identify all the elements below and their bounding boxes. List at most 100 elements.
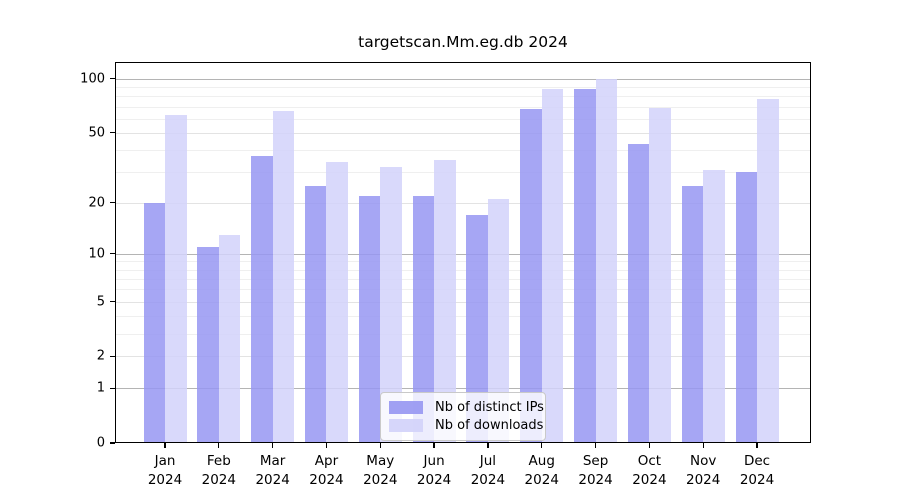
y-tick-label: 5 bbox=[96, 294, 105, 310]
bar-distinct-ips-dec bbox=[735, 172, 758, 443]
gridline-2 bbox=[115, 356, 811, 358]
y-tick-label: 20 bbox=[88, 195, 105, 211]
y-tick-mark bbox=[110, 355, 115, 357]
x-tick-label-line: Feb bbox=[206, 453, 231, 469]
x-tick-label-apr: Apr 2024 bbox=[286, 452, 366, 490]
gridline-minor bbox=[115, 87, 811, 89]
y-tick-mark bbox=[110, 387, 115, 389]
x-tick-label-line: 2024 bbox=[739, 472, 775, 488]
x-tick-label-jan: Jan 2024 bbox=[125, 452, 205, 490]
gridline-minor bbox=[115, 289, 811, 291]
gridline-50 bbox=[115, 132, 811, 134]
x-tick-label-line: 2024 bbox=[416, 472, 452, 488]
x-tick-label-line: 2024 bbox=[686, 472, 721, 488]
bar-downloads-feb bbox=[218, 234, 241, 443]
x-tick-label-may: May 2024 bbox=[340, 452, 420, 490]
x-tick-label-line: Aug bbox=[528, 453, 555, 469]
x-tick-label-line: May bbox=[366, 453, 395, 469]
gridline-minor bbox=[115, 278, 811, 280]
bar-downloads-nov bbox=[703, 169, 725, 443]
bar-distinct-ips-feb bbox=[197, 246, 219, 443]
gridline-minor bbox=[115, 106, 811, 108]
y-tick-label: 10 bbox=[88, 246, 105, 262]
y-tick-label: 50 bbox=[88, 125, 105, 141]
y-tick-mark bbox=[110, 253, 115, 255]
bar-distinct-ips-jul bbox=[466, 214, 488, 443]
bar-downloads-mar bbox=[272, 111, 295, 443]
x-tick-label-line: 2024 bbox=[470, 472, 506, 488]
gridline-minor bbox=[115, 118, 811, 120]
bar-downloads-oct bbox=[649, 107, 671, 443]
bar-distinct-ips-nov bbox=[681, 185, 704, 443]
x-tick-label-line: 2024 bbox=[309, 472, 344, 488]
x-tick-label-jun: Jun 2024 bbox=[394, 452, 474, 490]
x-tick-label-line: Sep bbox=[582, 453, 609, 469]
y-tick-mark bbox=[110, 78, 115, 80]
downloads-swatch-icon bbox=[389, 419, 423, 433]
bar-distinct-ips-jun bbox=[412, 195, 435, 443]
x-tick-mark bbox=[487, 443, 489, 448]
x-tick-label-line: Nov bbox=[690, 453, 717, 469]
gridline-minor bbox=[115, 172, 811, 174]
y-tick-mark bbox=[110, 132, 115, 134]
y-tick-label: 0 bbox=[96, 435, 105, 451]
bar-downloads-jun bbox=[434, 160, 456, 443]
x-tick-mark bbox=[541, 443, 543, 448]
bar-downloads-sep bbox=[595, 78, 618, 443]
gridline-5 bbox=[115, 301, 811, 303]
bar-downloads-apr bbox=[326, 162, 348, 443]
gridline-100 bbox=[115, 78, 811, 80]
bar-distinct-ips-aug bbox=[520, 108, 542, 443]
gridline-minor bbox=[115, 269, 811, 271]
bar-downloads-jan bbox=[165, 114, 187, 443]
bar-distinct-ips-apr bbox=[304, 185, 327, 443]
x-tick-label-line: 2024 bbox=[632, 472, 667, 488]
legend-label-downloads: Nb of downloads bbox=[435, 418, 544, 434]
legend-item-distinct-ips: Nb of distinct IPs bbox=[389, 400, 544, 415]
gridline-10 bbox=[115, 253, 811, 255]
gridline-minor bbox=[115, 333, 811, 335]
chart-title: targetscan.Mm.eg.db 2024 bbox=[358, 33, 568, 51]
x-tick-label-line: Jul bbox=[479, 453, 497, 469]
x-tick-mark bbox=[702, 443, 704, 448]
gridline-1 bbox=[115, 388, 811, 390]
bar-downloads-aug bbox=[541, 88, 564, 443]
x-tick-mark bbox=[218, 443, 220, 448]
x-tick-label-nov: Nov 2024 bbox=[663, 452, 743, 490]
bar-downloads-dec bbox=[757, 99, 779, 443]
x-tick-mark bbox=[325, 443, 328, 448]
y-tick-mark bbox=[110, 300, 115, 303]
x-tick-label-line: 2024 bbox=[524, 472, 559, 488]
x-tick-label-line: Dec bbox=[743, 453, 771, 469]
x-tick-label-aug: Aug 2024 bbox=[502, 452, 582, 490]
x-tick-label-dec: Dec 2024 bbox=[717, 452, 797, 490]
x-tick-label-line: 2024 bbox=[578, 472, 613, 488]
x-tick-label-line: 2024 bbox=[363, 472, 398, 488]
gridline-minor bbox=[115, 149, 811, 151]
x-tick-label-line: 2024 bbox=[147, 472, 183, 488]
x-tick-label-oct: Oct 2024 bbox=[609, 452, 689, 490]
bar-distinct-ips-oct bbox=[627, 144, 650, 443]
bar-distinct-ips-jan bbox=[143, 202, 165, 443]
gridline-minor bbox=[115, 261, 811, 263]
bar-distinct-ips-may bbox=[358, 195, 381, 443]
legend-label-distinct-ips: Nb of distinct IPs bbox=[435, 399, 544, 415]
x-tick-label-line: Jun bbox=[423, 453, 445, 469]
y-tick-mark bbox=[110, 442, 115, 444]
x-tick-label-line: Oct bbox=[637, 453, 662, 469]
x-tick-mark bbox=[648, 443, 651, 448]
bar-downloads-may bbox=[380, 167, 402, 443]
bar-distinct-ips-sep bbox=[574, 88, 596, 443]
y-tick-label: 100 bbox=[80, 71, 105, 87]
x-tick-mark bbox=[756, 443, 758, 448]
x-tick-label-line: 2024 bbox=[201, 472, 236, 488]
x-tick-mark bbox=[433, 443, 435, 448]
x-tick-label-line: 2024 bbox=[255, 472, 290, 488]
x-tick-label-line: Jan bbox=[154, 453, 176, 469]
x-tick-label-jul: Jul 2024 bbox=[448, 452, 528, 490]
gridline-minor bbox=[115, 316, 811, 317]
x-tick-label-line: Apr bbox=[314, 453, 339, 469]
x-tick-mark bbox=[379, 443, 381, 448]
distinct-ips-swatch-icon bbox=[389, 400, 423, 414]
